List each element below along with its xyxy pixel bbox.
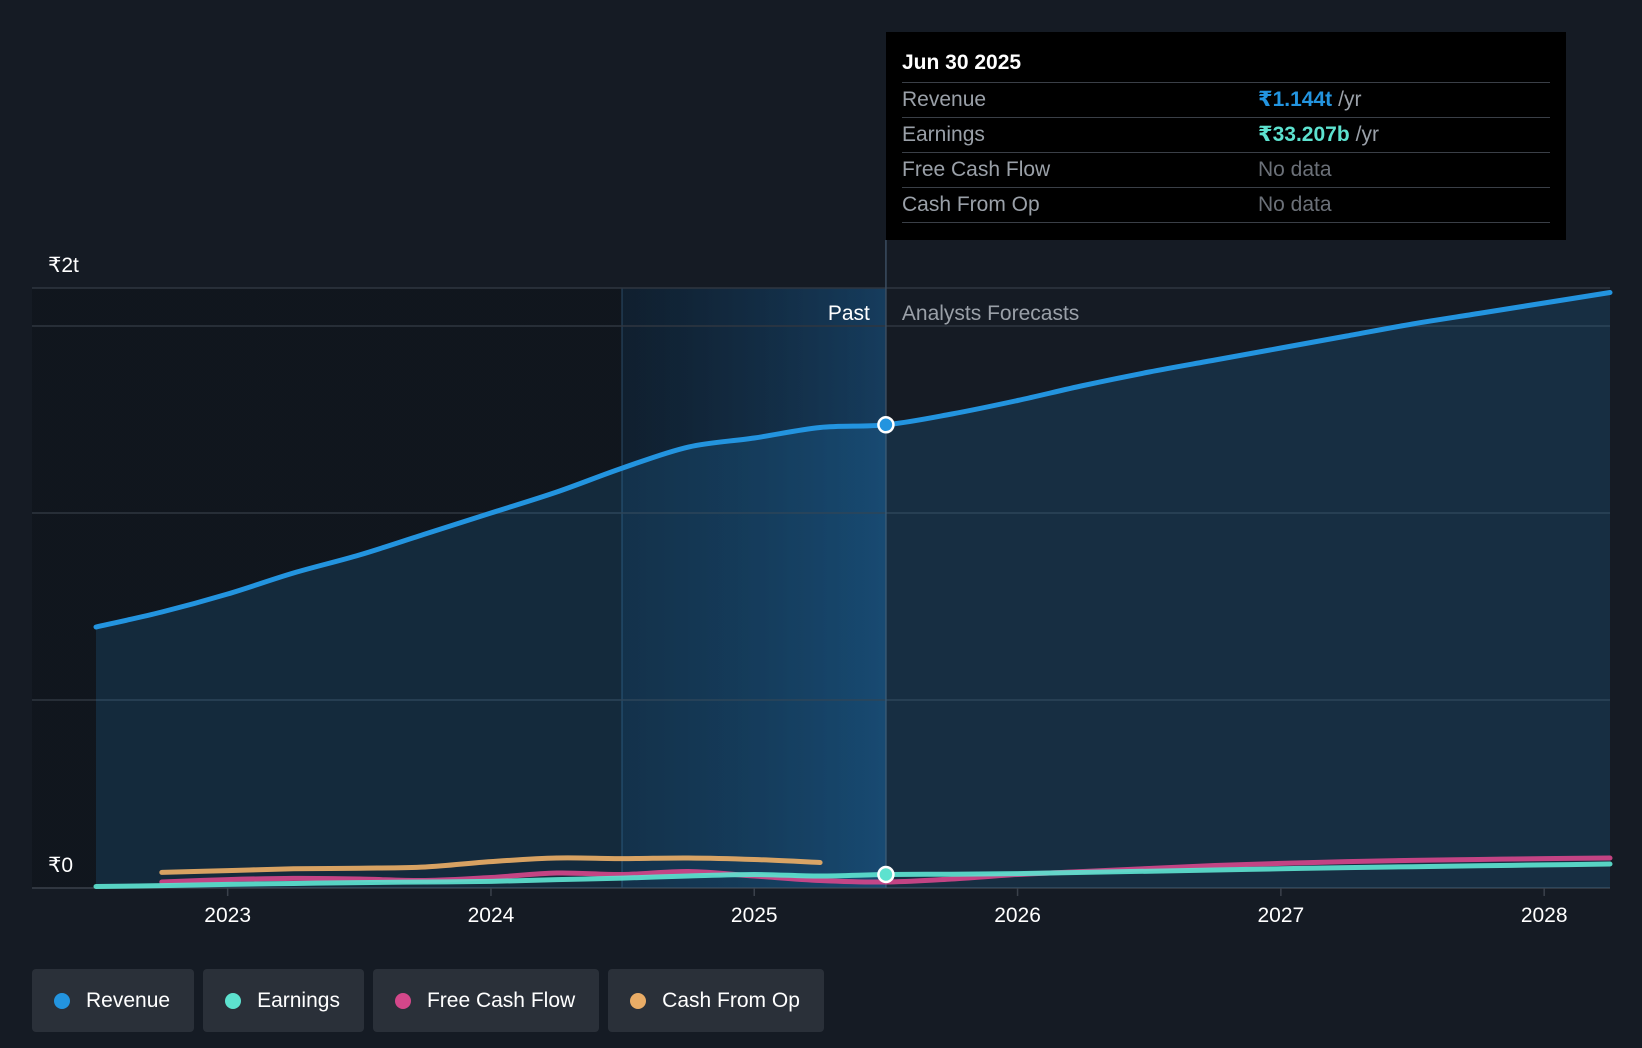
earnings-line	[93, 861, 1613, 889]
tooltip-label: Cash From Op	[902, 193, 1040, 216]
legend-item-earnings[interactable]: Earnings	[203, 969, 364, 1032]
legend-label: Earnings	[257, 988, 340, 1012]
revenue-line	[93, 290, 1613, 630]
legend-label: Revenue	[86, 988, 171, 1012]
revenue-dot-icon	[54, 992, 70, 1009]
x-tick-label: 2026	[994, 904, 1041, 927]
cash-from-op-dot-icon	[630, 992, 647, 1009]
earnings-dot-icon	[225, 992, 242, 1009]
analysts-forecasts-label: Analysts Forecasts	[902, 302, 1079, 325]
cash-from-op-line	[159, 855, 823, 875]
tooltip-unit: /yr	[1355, 123, 1379, 146]
tooltip-unit: /yr	[1338, 88, 1362, 111]
y-axis-top-label: ₹2t	[48, 254, 79, 277]
legend-label: Cash From Op	[662, 988, 800, 1012]
tooltip-row-cash-from-op: Cash From Op No data	[902, 187, 1550, 223]
tooltip-label: Free Cash Flow	[902, 158, 1051, 181]
data-tooltip: Jun 30 2025 Revenue ₹1.144t /yr Earnings…	[886, 32, 1566, 240]
x-tick-label: 2027	[1258, 904, 1305, 927]
tooltip-value: No data	[1258, 193, 1332, 216]
gridlines	[32, 240, 1610, 889]
x-axis-ticks: 2023 2024 2025 2026 2027 2028	[204, 888, 1568, 927]
legend-item-cash-from-op[interactable]: Cash From Op	[608, 969, 824, 1032]
chart-legend: Revenue Earnings Free Cash Flow Cash Fro…	[32, 969, 824, 1032]
x-tick-label: 2024	[468, 904, 515, 927]
highlight-markers	[877, 416, 895, 884]
tooltip-row-earnings: Earnings ₹33.207b /yr	[902, 117, 1550, 152]
x-tick-label: 2025	[731, 904, 778, 927]
tooltip-row-free-cash-flow: Free Cash Flow No data	[902, 152, 1550, 187]
tooltip-value: ₹33.207b	[1258, 123, 1350, 146]
tooltip-label: Earnings	[902, 123, 985, 146]
past-label: Past	[828, 302, 870, 325]
revenue-highlight-point	[877, 416, 895, 434]
earnings-highlight-point	[877, 865, 895, 884]
revenue-area	[96, 292, 1610, 888]
highlight-shade-rect	[622, 288, 886, 888]
past-region-shading	[32, 288, 886, 888]
tooltip-label: Revenue	[902, 88, 987, 111]
tooltip-value: No data	[1258, 158, 1332, 181]
tooltip-row-revenue: Revenue ₹1.144t /yr	[902, 82, 1550, 117]
free-cash-flow-dot-icon	[394, 992, 411, 1009]
x-tick-label: 2028	[1521, 904, 1568, 927]
tooltip-value: ₹1.144t	[1258, 88, 1333, 111]
tooltip-date: Jun 30 2025	[902, 51, 1022, 74]
chart-plot-area: ₹2t ₹0 Past Analysts Forecasts 2023 2024 2…	[32, 240, 1613, 927]
legend-label: Free Cash Flow	[426, 988, 576, 1012]
x-tick-label: 2023	[204, 904, 251, 927]
revenue-area-fill	[96, 292, 1610, 888]
legend-item-revenue[interactable]: Revenue	[32, 969, 195, 1032]
y-axis-bottom-label: ₹0	[48, 854, 73, 877]
legend-item-free-cash-flow[interactable]: Free Cash Flow	[372, 969, 600, 1032]
